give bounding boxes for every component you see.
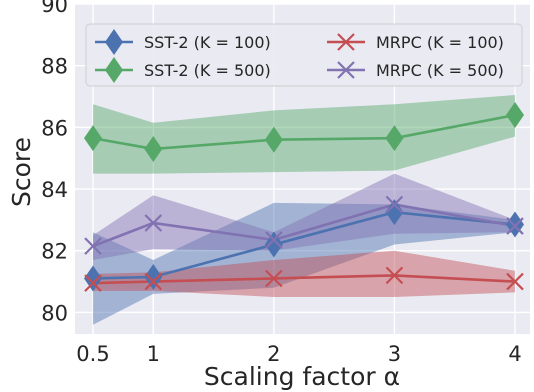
x-tick-label: 2 <box>267 342 280 366</box>
legend-marker <box>337 61 355 79</box>
data-point <box>385 195 404 214</box>
series-markers <box>84 102 524 292</box>
legend-item: MRPC (K = 100) <box>327 33 504 52</box>
error-band-series-3 <box>93 173 515 260</box>
y-tick-label: 82 <box>41 240 68 264</box>
error-band-series-2 <box>93 250 515 297</box>
data-point <box>265 269 283 288</box>
legend-box <box>85 23 523 87</box>
data-point <box>144 214 163 232</box>
legend-marker <box>105 29 123 55</box>
y-tick-labels: 80 82 84 86 88 90 <box>41 0 68 325</box>
legend-label: MRPC (K = 500) <box>376 61 504 80</box>
y-tick-label: 80 <box>41 301 68 325</box>
legend-label: MRPC (K = 100) <box>376 33 504 52</box>
data-point <box>385 125 404 152</box>
data-point <box>84 237 102 255</box>
legend: SST-2 (K = 100) SST-2 (K = 500) MRPC (K = … <box>85 23 523 87</box>
data-point <box>506 217 524 235</box>
legend-items: SST-2 (K = 100) SST-2 (K = 500) MRPC (K = … <box>95 29 504 83</box>
x-tick-label: 1 <box>147 342 160 366</box>
legend-item: MRPC (K = 500) <box>327 61 504 80</box>
data-point <box>264 126 283 153</box>
x-tick-labels: 0.5 1 2 3 4 <box>76 342 521 366</box>
legend-item: SST-2 (K = 500) <box>95 57 271 83</box>
y-tick-label: 88 <box>41 55 68 79</box>
x-tick-label: 4 <box>508 342 521 366</box>
data-point <box>506 102 524 129</box>
data-point <box>506 272 524 291</box>
legend-label: SST-2 (K = 100) <box>144 33 271 52</box>
legend-label: SST-2 (K = 500) <box>144 61 271 80</box>
error-band-series-0 <box>93 202 515 325</box>
data-point <box>385 199 404 226</box>
legend-marker <box>105 57 123 83</box>
y-tick-label: 84 <box>41 178 68 202</box>
x-tick-label: 3 <box>388 342 401 366</box>
error-band-series-1 <box>93 94 515 174</box>
data-point <box>144 135 163 162</box>
x-axis-label: Scaling factor α <box>204 362 400 391</box>
y-tick-label: 90 <box>41 0 68 17</box>
data-point <box>84 125 102 152</box>
legend-item: SST-2 (K = 100) <box>95 29 271 55</box>
data-point <box>84 265 102 292</box>
error-bands <box>93 94 515 325</box>
data-point <box>84 274 102 292</box>
legend-marker <box>337 33 355 51</box>
y-axis-label: Score <box>7 137 36 207</box>
x-tick-label: 0.5 <box>76 342 109 366</box>
y-tick-label: 86 <box>41 116 68 140</box>
data-point <box>144 263 163 290</box>
data-point <box>144 272 163 291</box>
data-point <box>385 266 404 285</box>
data-point <box>264 231 283 258</box>
data-point <box>265 231 283 249</box>
